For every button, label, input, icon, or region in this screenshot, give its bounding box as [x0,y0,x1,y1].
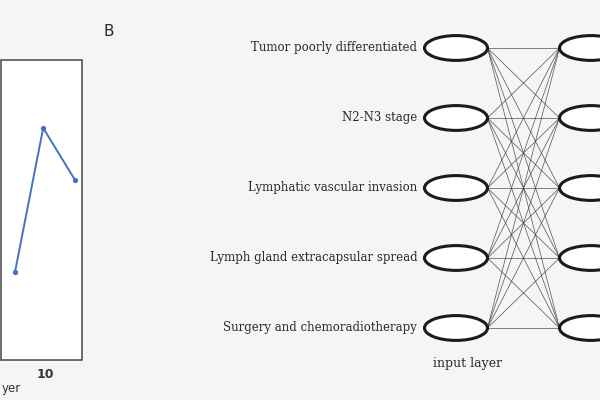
Ellipse shape [425,36,487,60]
Text: input layer: input layer [433,358,503,370]
Text: Lymphatic vascular invasion: Lymphatic vascular invasion [248,182,418,194]
Ellipse shape [560,106,600,130]
Bar [1,60,82,360]
Text: Tumor poorly differentiated: Tumor poorly differentiated [251,42,418,54]
Ellipse shape [560,36,600,60]
Ellipse shape [425,106,487,130]
Text: yer: yer [1,382,20,395]
Ellipse shape [560,316,600,340]
Ellipse shape [425,176,487,200]
Text: Lymph gland extracapsular spread: Lymph gland extracapsular spread [209,252,418,264]
Text: Surgery and chemoradiotherapy: Surgery and chemoradiotherapy [223,322,418,334]
Ellipse shape [425,316,487,340]
Ellipse shape [425,246,487,270]
Text: B: B [103,24,114,39]
Text: 10: 10 [36,368,54,380]
Ellipse shape [560,176,600,200]
Text: N2-N3 stage: N2-N3 stage [342,112,418,124]
Ellipse shape [560,246,600,270]
